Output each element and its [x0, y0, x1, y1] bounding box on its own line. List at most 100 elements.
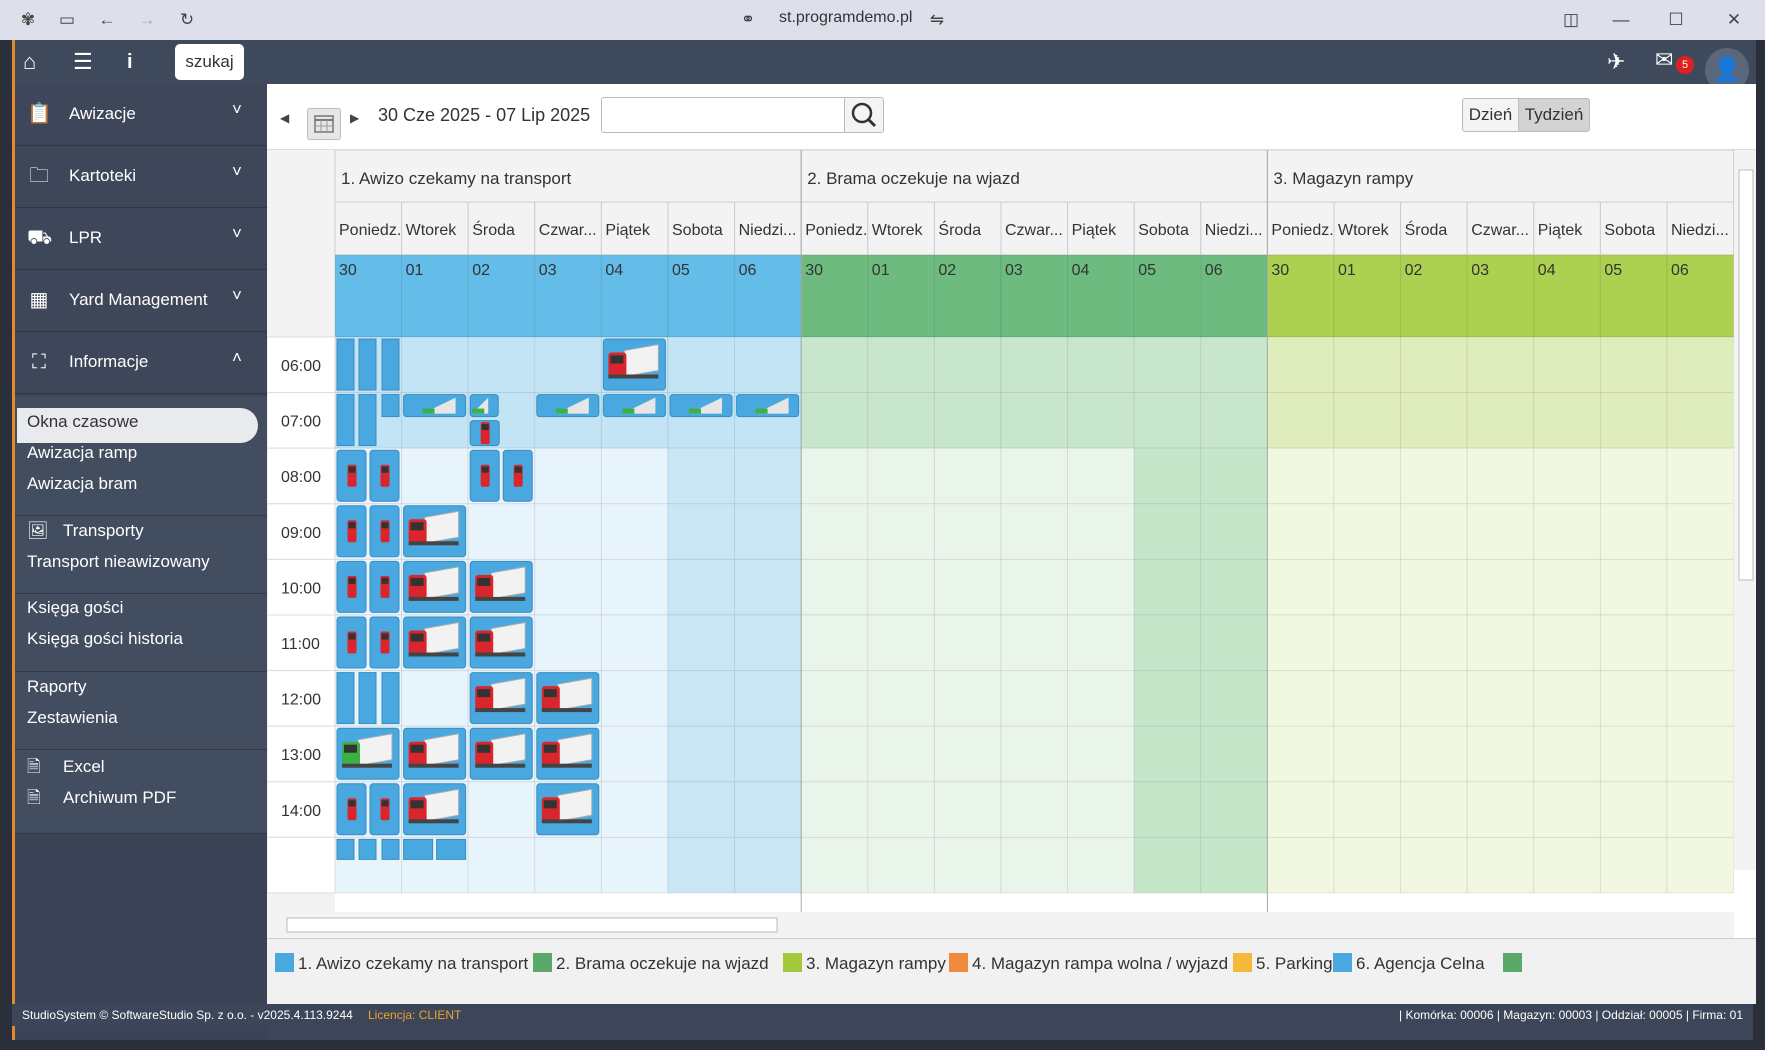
booking-slot[interactable] [436, 838, 467, 860]
day-header[interactable] [667, 201, 736, 256]
date-cell[interactable] [1400, 254, 1468, 338]
time-slot[interactable] [1266, 336, 1335, 394]
time-slot[interactable] [1466, 614, 1535, 672]
time-slot[interactable] [867, 836, 935, 894]
time-slot[interactable] [1266, 725, 1335, 783]
date-cell[interactable] [800, 254, 869, 338]
time-slot[interactable] [1333, 781, 1402, 838]
time-slot[interactable] [1000, 614, 1069, 672]
sidebar-item-księga-gości-historia[interactable]: Księga gości historia [27, 629, 183, 649]
time-slot[interactable] [1067, 781, 1135, 838]
time-slot[interactable] [933, 836, 1002, 894]
time-slot[interactable] [1133, 670, 1202, 727]
time-slot[interactable] [1466, 558, 1535, 616]
booking-slot[interactable] [358, 338, 377, 391]
truck-booking[interactable] [469, 616, 533, 669]
time-slot[interactable] [1666, 836, 1735, 894]
time-slot[interactable] [933, 503, 1002, 560]
time-slot[interactable] [1000, 836, 1069, 894]
booking-slot[interactable] [336, 838, 355, 860]
forward-icon[interactable]: → [138, 10, 156, 29]
time-slot[interactable] [1067, 836, 1135, 894]
time-slot[interactable] [1466, 836, 1535, 894]
date-cell[interactable] [401, 254, 469, 338]
sidebar-item-raporty[interactable]: Raporty [27, 677, 87, 697]
date-cell[interactable] [734, 254, 802, 338]
back-icon[interactable]: ← [98, 10, 116, 29]
time-slot[interactable] [1666, 336, 1735, 394]
time-slot[interactable] [1599, 503, 1668, 560]
day-header[interactable] [1533, 201, 1601, 256]
time-slot[interactable] [534, 336, 602, 394]
browser-logo-icon[interactable]: ✾ [20, 10, 36, 29]
time-slot[interactable] [1666, 503, 1735, 560]
time-slot[interactable] [1200, 670, 1268, 727]
chevron-icon[interactable]: ˄ [232, 348, 242, 367]
time-slot[interactable] [1333, 336, 1402, 394]
booking-slot[interactable] [336, 338, 355, 391]
time-slot[interactable] [933, 781, 1002, 838]
time-slot[interactable] [1067, 614, 1135, 672]
time-slot[interactable] [667, 781, 736, 838]
time-slot[interactable] [1533, 781, 1601, 838]
date-cell[interactable] [667, 254, 736, 338]
time-slot[interactable] [1067, 558, 1135, 616]
time-slot[interactable] [1067, 670, 1135, 727]
truck-booking[interactable] [469, 420, 500, 447]
day-header[interactable] [1000, 201, 1069, 256]
day-header[interactable] [933, 201, 1002, 256]
time-slot[interactable] [933, 558, 1002, 616]
time-slot[interactable] [1067, 503, 1135, 560]
time-slot[interactable] [401, 336, 469, 394]
time-slot[interactable] [600, 725, 669, 783]
time-slot[interactable] [600, 614, 669, 672]
time-slot[interactable] [867, 392, 935, 449]
booking-slot[interactable] [358, 672, 377, 725]
sidebar-item-księga-gości[interactable]: Księga gości [27, 598, 123, 618]
time-slot[interactable] [1400, 836, 1468, 894]
truck-booking[interactable] [469, 449, 500, 502]
time-slot[interactable] [1133, 336, 1202, 394]
date-cell[interactable] [1599, 254, 1668, 338]
truck-booking[interactable] [369, 449, 400, 502]
day-header[interactable] [1400, 201, 1468, 256]
time-slot[interactable] [401, 670, 469, 727]
time-slot[interactable] [933, 392, 1002, 449]
chevron-icon[interactable]: ˅ [232, 162, 242, 181]
truck-booking[interactable] [403, 783, 467, 836]
time-slot[interactable] [1200, 392, 1268, 449]
sidebar-item-awizacja-bram[interactable]: Awizacja bram [27, 474, 137, 494]
time-slot[interactable] [1533, 614, 1601, 672]
truck-booking[interactable] [536, 783, 600, 836]
booking-slot[interactable] [381, 672, 400, 725]
time-slot[interactable] [534, 447, 602, 505]
truck-booking[interactable] [369, 783, 400, 836]
time-slot[interactable] [1400, 781, 1468, 838]
day-header[interactable] [600, 201, 669, 256]
time-slot[interactable] [1466, 447, 1535, 505]
time-slot[interactable] [1000, 725, 1069, 783]
time-slot[interactable] [1400, 558, 1468, 616]
booking-slot[interactable] [336, 394, 355, 447]
time-slot[interactable] [1133, 503, 1202, 560]
time-slot[interactable] [534, 503, 602, 560]
search-button[interactable]: szukaj [175, 44, 244, 80]
time-slot[interactable] [1133, 614, 1202, 672]
close-icon[interactable]: ✕ [1726, 10, 1742, 29]
time-slot[interactable] [1067, 447, 1135, 505]
time-slot[interactable] [1266, 447, 1335, 505]
plane-icon[interactable]: ✈ [1607, 49, 1626, 74]
time-slot[interactable] [467, 503, 536, 560]
time-slot[interactable] [1200, 836, 1268, 894]
time-slot[interactable] [734, 725, 802, 783]
time-slot[interactable] [800, 558, 869, 616]
sidebar-item-excel[interactable]: 🗎 Excel [27, 754, 105, 783]
time-slot[interactable] [867, 503, 935, 560]
time-slot[interactable] [1333, 725, 1402, 783]
sidebar-toggle-icon[interactable]: ▭ [58, 10, 76, 29]
day-header[interactable] [1666, 201, 1735, 256]
time-slot[interactable] [1400, 447, 1468, 505]
time-slot[interactable] [1333, 392, 1402, 449]
time-slot[interactable] [1000, 558, 1069, 616]
time-slot[interactable] [1000, 503, 1069, 560]
